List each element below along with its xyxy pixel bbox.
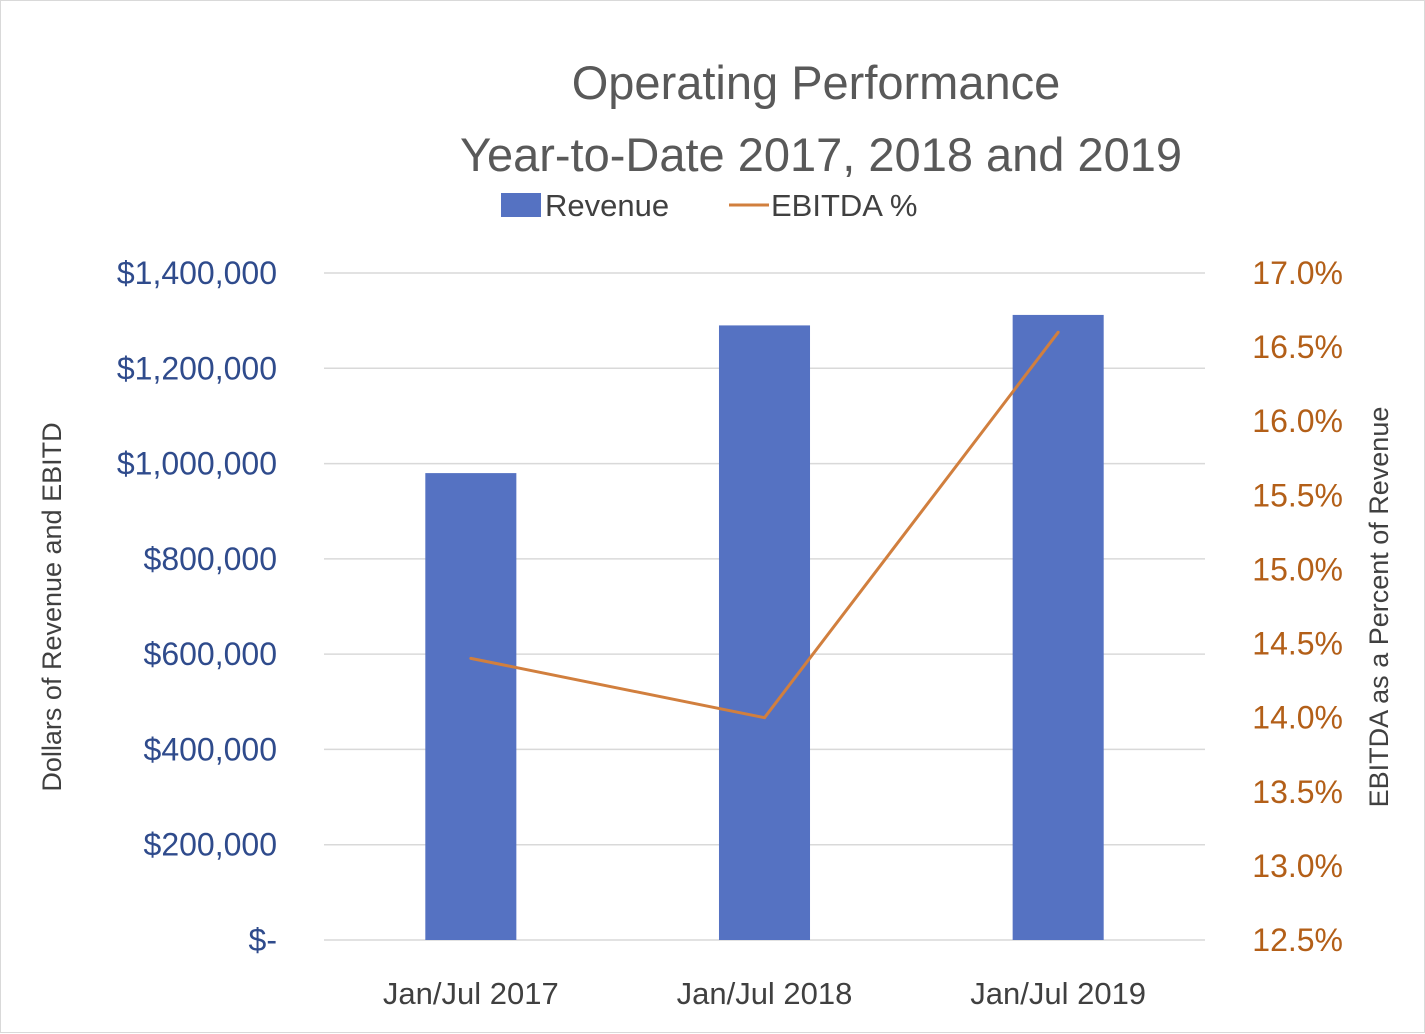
right-y-axis: 12.5% 13.0% 13.5% 14.0% 14.5% 15.0% 15.5% 16.0%… [1252,255,1343,958]
legend: Revenue EBITDA % [501,188,917,223]
left-y-tick-label: $- [249,922,277,958]
x-tick-label: Jan/Jul 2018 [677,976,853,1011]
left-y-tick-label: $1,000,000 [117,446,277,482]
ebitda-point [469,656,473,660]
revenue-bar [1012,314,1104,940]
ebitda-point [763,716,766,720]
revenue-bars [425,314,1104,941]
legend-revenue-swatch [501,193,541,217]
right-y-tick-label: 13.0% [1252,848,1343,884]
left-y-axis: $- $200,000 $400,000 $600,000 $800,000 $1,000… [117,255,277,958]
x-axis: Jan/Jul 2017 Jan/Jul 2018 Jan/Jul 2019 [383,976,1146,1011]
left-y-tick-label: $1,200,000 [117,350,277,386]
left-axis-title: Dollars of Revenue and EBITD [37,422,67,791]
right-y-tick-label: 13.5% [1252,774,1343,810]
right-y-tick-label: 17.0% [1252,255,1343,291]
right-axis-title: EBITDA as a Percent of Revenue [1364,407,1394,808]
legend-revenue-label: Revenue [545,188,669,223]
right-y-tick-label: 15.0% [1252,551,1343,587]
legend-ebitda-label: EBITDA % [771,188,917,223]
right-y-tick-label: 14.5% [1252,626,1343,662]
right-y-tick-label: 12.5% [1252,922,1343,958]
left-y-tick-label: $200,000 [144,827,277,863]
x-tick-label: Jan/Jul 2017 [383,976,559,1011]
revenue-bar [718,325,811,941]
right-y-tick-label: 16.0% [1252,403,1343,439]
ebitda-point [1056,330,1060,334]
chart-title: Operating Performance [572,56,1061,109]
right-y-tick-label: 16.5% [1252,329,1343,365]
right-y-tick-label: 14.0% [1252,700,1343,736]
chart-subtitle: Year-to-Date 2017, 2018 and 2019 [460,128,1182,181]
right-y-tick-label: 15.5% [1252,477,1343,513]
revenue-bar [425,473,517,940]
left-y-tick-label: $600,000 [144,636,277,672]
ebitda-line-series [469,330,1060,720]
left-y-tick-label: $400,000 [144,731,277,767]
x-tick-label: Jan/Jul 2019 [970,976,1146,1011]
left-y-tick-label: $800,000 [144,541,277,577]
left-y-tick-label: $1,400,000 [117,255,277,291]
